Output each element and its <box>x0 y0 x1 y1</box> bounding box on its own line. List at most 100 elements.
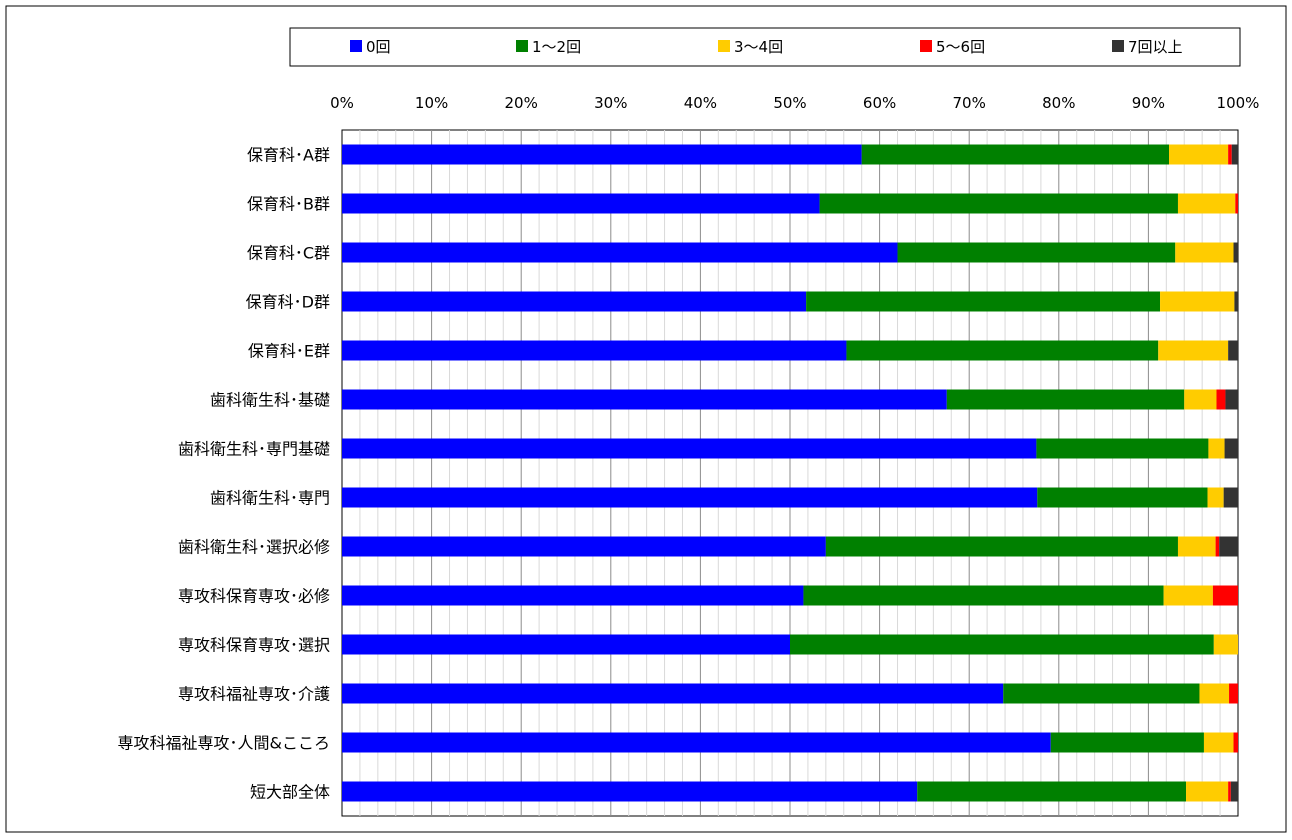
x-tick-label: 40% <box>684 94 717 112</box>
category-label: 保育科･C群 <box>247 244 330 263</box>
category-label: 専攻科保育専攻･選択 <box>178 636 330 655</box>
bar-segment <box>342 732 1051 753</box>
bar-segment <box>1225 389 1238 410</box>
x-tick-label: 10% <box>415 94 448 112</box>
legend: 0回 1～2回 3～4回 5～6回 7回以上 <box>289 27 1241 67</box>
bar-segment <box>1050 732 1204 753</box>
bar-segment <box>803 585 1164 606</box>
bar-segment <box>342 193 820 214</box>
bar-segment <box>1158 340 1229 361</box>
x-tick-label: 80% <box>1042 94 1075 112</box>
x-axis-ticks: 0% 10% 20% 30% 40% 50% 60% 70% 80% 90% 100% <box>330 94 1259 112</box>
bar-segment <box>342 144 862 165</box>
bar-segment <box>342 536 826 557</box>
bar-segment <box>1223 487 1238 508</box>
y-axis-labels: 保育科･A群保育科･B群保育科･C群保育科･D群保育科･E群歯科衛生科･基礎歯科… <box>118 146 330 802</box>
x-tick-label: 20% <box>505 94 538 112</box>
bar-segment <box>342 781 918 802</box>
legend-swatch <box>516 40 528 52</box>
legend-box <box>289 27 1241 67</box>
bar-segment <box>342 634 790 655</box>
category-label: 短大部全体 <box>250 783 330 802</box>
x-tick-label: 0% <box>330 94 354 112</box>
bar-segment <box>342 585 804 606</box>
x-tick-label: 30% <box>594 94 627 112</box>
bar-segment <box>1212 585 1238 606</box>
bar-segment <box>1231 144 1238 165</box>
legend-label: 0回 <box>366 38 391 56</box>
x-tick-label: 70% <box>953 94 986 112</box>
bar-segment <box>342 242 898 263</box>
bar-segment <box>1163 585 1213 606</box>
bar-segment <box>342 340 847 361</box>
bar-segment <box>917 781 1187 802</box>
bar-segment <box>1215 536 1220 557</box>
bar-segment <box>1169 144 1229 165</box>
category-label: 保育科･D群 <box>246 293 330 312</box>
bar-segment <box>342 487 1038 508</box>
bar-segment <box>1177 536 1216 557</box>
legend-label: 3～4回 <box>734 38 783 56</box>
bar-segment <box>1184 389 1217 410</box>
legend-swatch <box>1112 40 1124 52</box>
bar-segment <box>1186 781 1229 802</box>
bar-segment <box>1208 438 1225 459</box>
bar-segment <box>1224 438 1238 459</box>
bar-segment <box>1036 438 1209 459</box>
category-label: 専攻科福祉専攻･介護 <box>178 685 330 704</box>
bars <box>342 144 1238 802</box>
bar-segment <box>897 242 1176 263</box>
bar-segment <box>342 438 1037 459</box>
bar-segment <box>1160 291 1235 312</box>
bar-segment <box>1235 193 1238 214</box>
bar-segment <box>825 536 1178 557</box>
legend-label: 7回以上 <box>1128 38 1183 56</box>
legend-swatch <box>920 40 932 52</box>
x-tick-label: 60% <box>863 94 896 112</box>
category-label: 歯科衛生科･基礎 <box>210 391 330 410</box>
legend-label: 1～2回 <box>532 38 581 56</box>
category-label: 歯科衛生科･専門 <box>210 489 330 508</box>
bar-segment <box>861 144 1170 165</box>
bar-segment <box>846 340 1159 361</box>
category-label: 専攻科保育専攻･必修 <box>178 587 330 606</box>
category-label: 歯科衛生科･選択必修 <box>178 538 330 557</box>
bar-segment <box>1228 144 1232 165</box>
bar-segment <box>1229 683 1238 704</box>
bar-segment <box>342 291 807 312</box>
bar-segment <box>1003 683 1200 704</box>
bar-segment <box>342 389 947 410</box>
bar-segment <box>1228 340 1238 361</box>
category-label: 保育科･A群 <box>247 146 330 165</box>
bar-segment <box>342 683 1004 704</box>
legend-swatch <box>350 40 362 52</box>
category-label: 専攻科福祉専攻･人間&こころ <box>118 734 330 753</box>
bar-segment <box>1203 732 1234 753</box>
legend-label: 5～6回 <box>936 38 985 56</box>
bar-segment <box>1177 193 1236 214</box>
bar-segment <box>1037 487 1208 508</box>
bar-segment <box>1228 781 1231 802</box>
x-tick-label: 90% <box>1132 94 1165 112</box>
bar-segment <box>1230 781 1238 802</box>
x-tick-label: 100% <box>1217 94 1260 112</box>
bar-segment <box>1199 683 1230 704</box>
bar-segment <box>1216 389 1226 410</box>
bar-segment <box>1213 634 1238 655</box>
category-label: 歯科衛生科･専門基礎 <box>178 440 330 459</box>
bar-segment <box>946 389 1185 410</box>
bar-segment <box>1219 536 1238 557</box>
bar-segment <box>1233 242 1238 263</box>
category-label: 保育科･B群 <box>247 195 330 214</box>
x-tick-label: 50% <box>773 94 806 112</box>
bar-segment <box>806 291 1161 312</box>
bar-segment <box>790 634 1214 655</box>
bar-segment <box>1234 291 1238 312</box>
plot-area <box>341 129 1239 817</box>
category-label: 保育科･E群 <box>248 342 330 361</box>
bar-segment <box>1175 242 1234 263</box>
legend-swatch <box>718 40 730 52</box>
bar-segment <box>1233 732 1238 753</box>
